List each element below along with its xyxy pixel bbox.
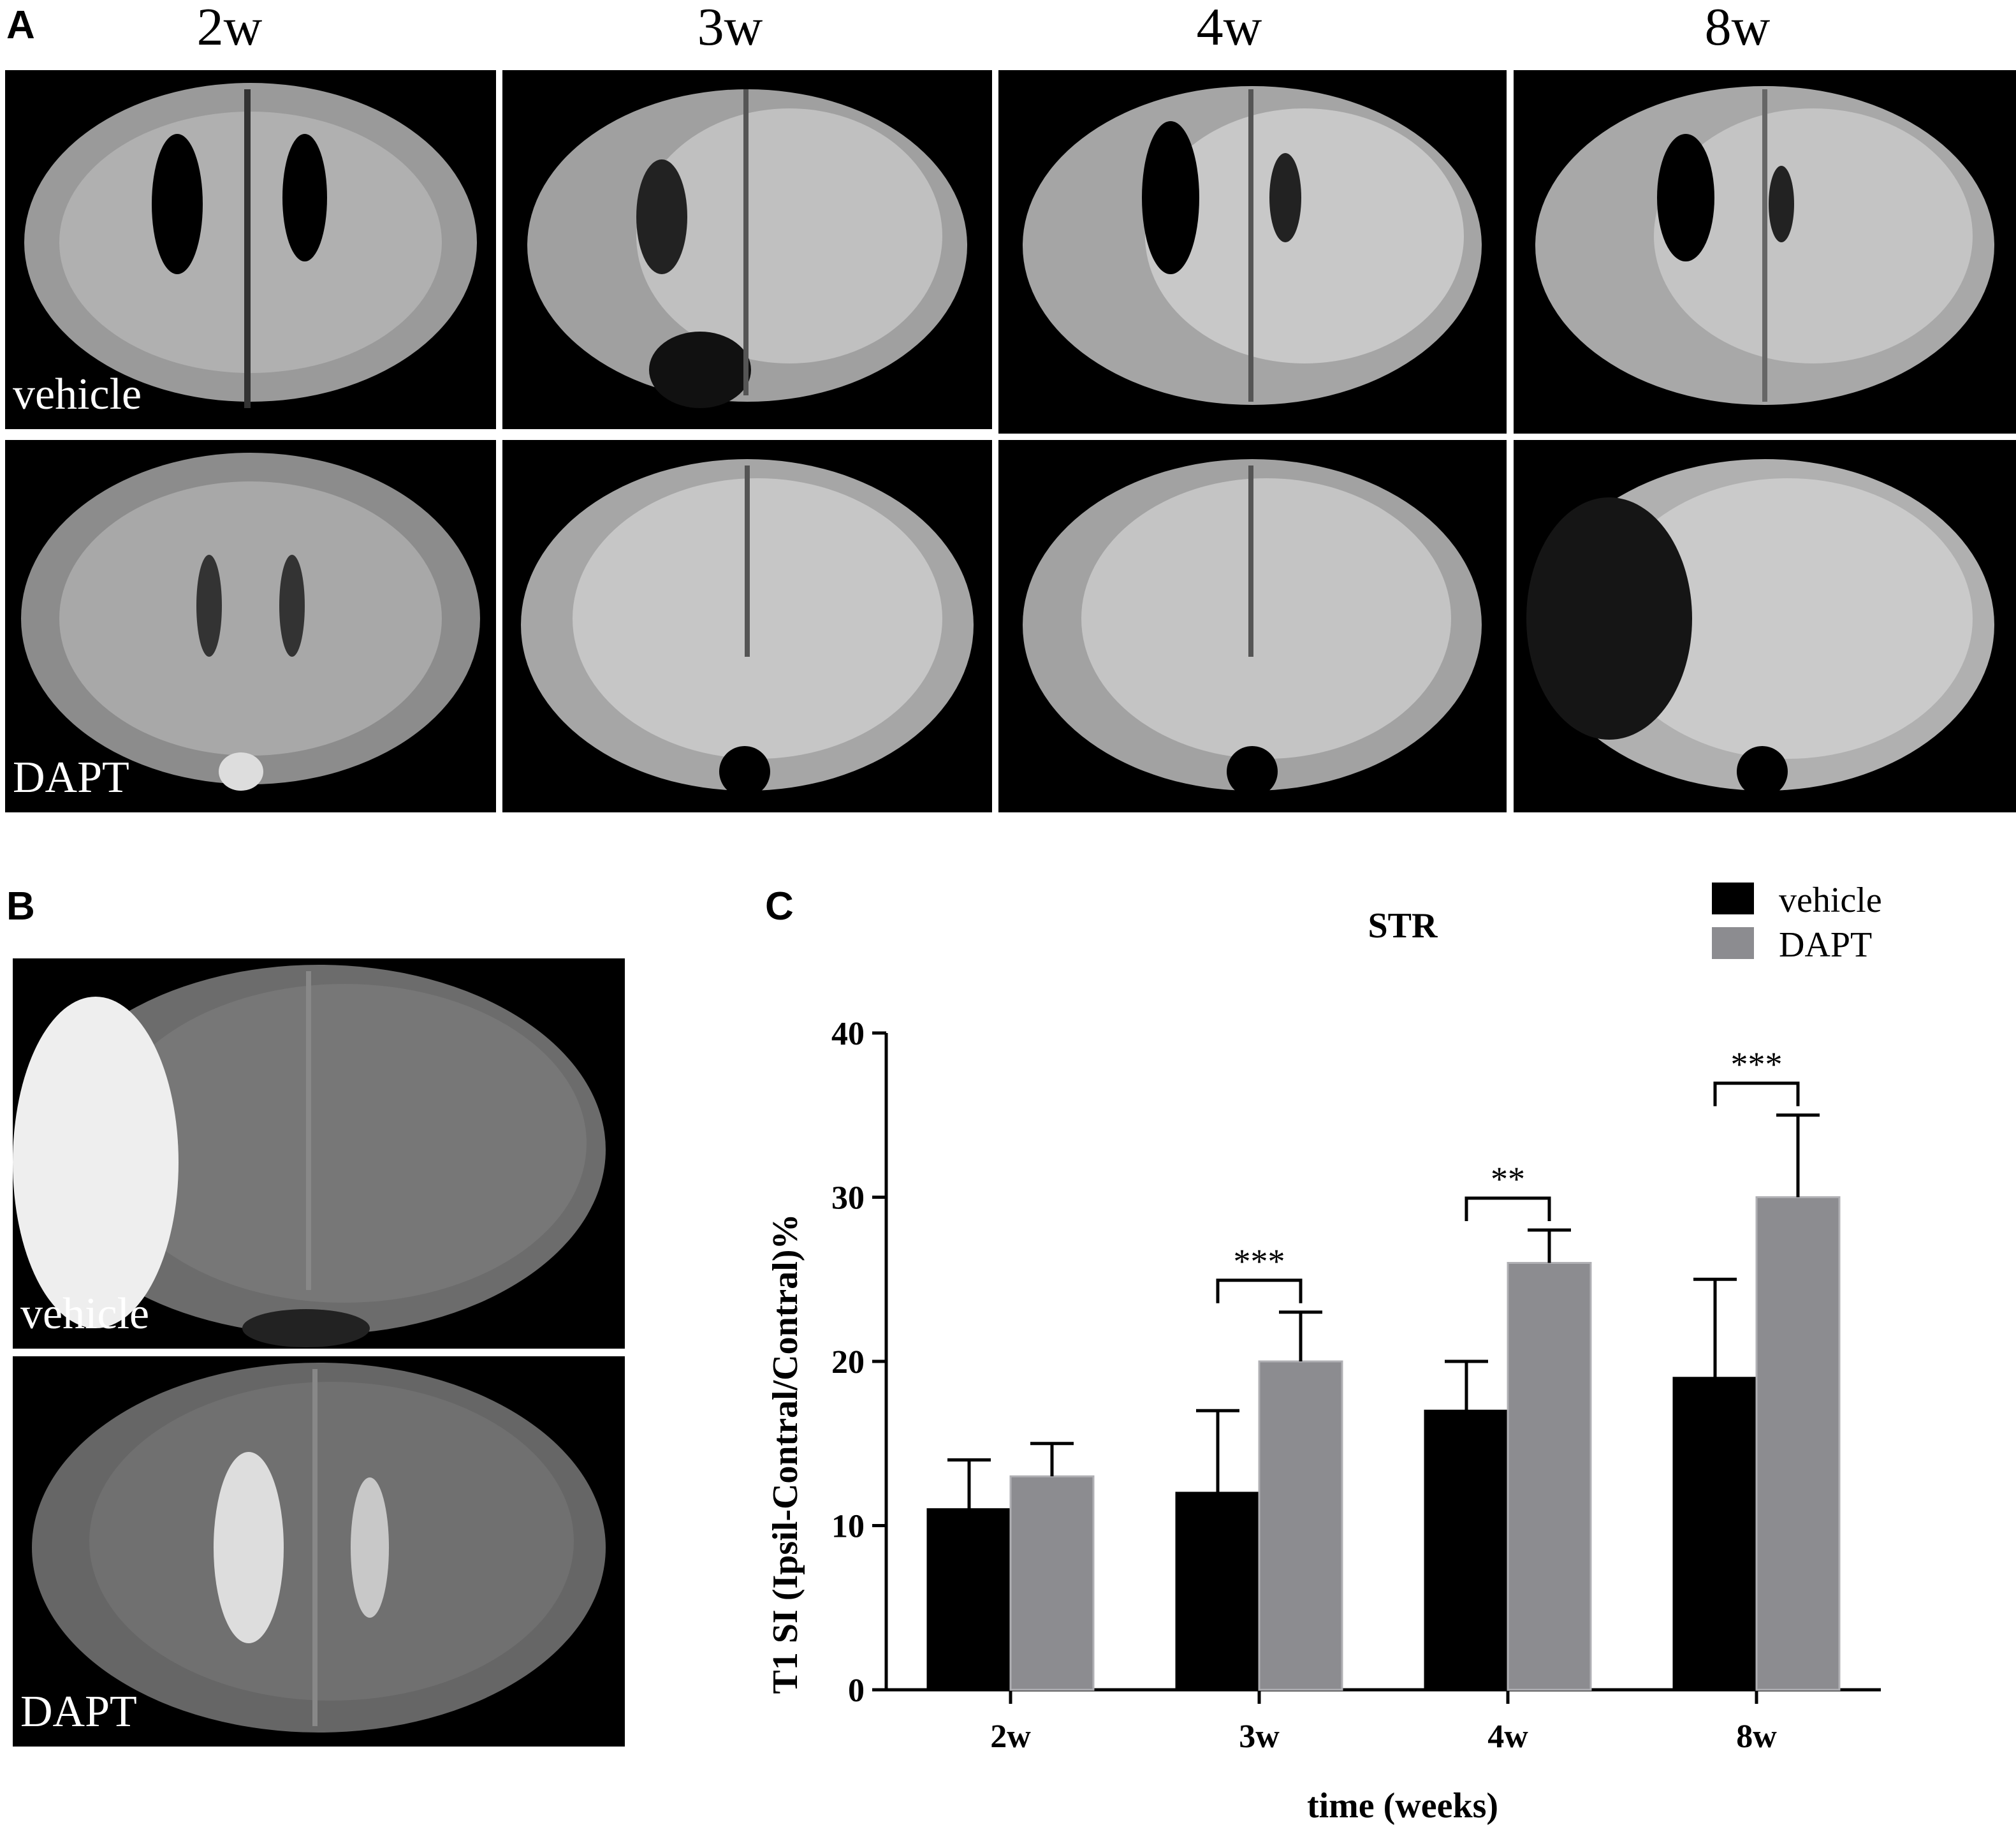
x-tick-label: 8w [1736,1718,1777,1755]
mri-b-vehicle: vehicle [13,958,625,1349]
panel-a-letter: A [6,3,35,47]
brain-slice-image [521,459,974,797]
col-header-4w: 4w [1196,0,1262,57]
brain-slice-image [1535,86,1994,405]
legend: vehicle DAPT [1712,881,1882,965]
mri-b-dapt: DAPT [13,1356,625,1747]
bar-vehicle-8w [1672,1377,1758,1691]
row-label-vehicle-b: vehicle [20,1289,150,1338]
significance-label: ** [1491,1160,1525,1198]
brain-slice-image [21,453,480,791]
mri-a-dapt-8w [1514,440,2016,812]
x-axis-label: time (weeks) [1307,1786,1498,1826]
brain-slice-image [527,89,967,408]
x-tick-label: 4w [1487,1718,1528,1755]
chart-title: STR [1368,906,1438,946]
col-header-8w: 8w [1704,0,1771,57]
panel-b-letter: B [6,884,35,928]
bar-chart-str: STR T1 SI (Ipsil-Contral/Contral)% time … [766,881,1882,1826]
y-tick-label: 0 [848,1673,865,1709]
mri-a-vehicle-3w [502,70,992,429]
row-label-dapt: DAPT [13,753,129,802]
mri-a-vehicle-8w [1514,70,2016,434]
y-axis-label: T1 SI (Ipsil-Contral/Contral)% [766,1214,805,1694]
row-label-vehicle: vehicle [13,370,142,419]
bar-dapt-2w [1009,1475,1095,1691]
bar-vehicle-4w [1424,1409,1509,1691]
legend-swatch-dapt [1712,927,1754,959]
row-label-dapt-b: DAPT [20,1687,137,1736]
legend-label-vehicle: vehicle [1779,881,1882,920]
bar-dapt-3w [1258,1360,1343,1691]
significance-bracket [1713,1081,1800,1106]
mri-a-vehicle-4w [998,70,1507,434]
mri-a-dapt-2w: DAPT [5,440,496,812]
y-tick-label: 20 [831,1344,865,1381]
y-tick-label: 40 [831,1016,865,1052]
bar-dapt-8w [1755,1196,1841,1691]
mri-a-dapt-3w [502,440,992,812]
brain-slice-image [24,83,477,408]
y-tick-label: 30 [831,1180,865,1217]
significance-bracket [1216,1279,1303,1303]
y-tick-label: 10 [831,1509,865,1545]
brain-slice-image [13,965,606,1347]
col-header-3w: 3w [697,0,763,57]
col-header-2w: 2w [196,0,263,57]
significance-bracket [1465,1196,1551,1221]
legend-swatch-vehicle [1712,883,1754,914]
x-tick-label: 3w [1239,1718,1280,1755]
x-tick-label: 2w [990,1718,1031,1755]
significance-label: *** [1731,1045,1783,1083]
brain-slice-image [1023,459,1482,797]
legend-label-dapt: DAPT [1779,925,1872,965]
significance-label: *** [1234,1242,1285,1280]
bar-vehicle-2w [926,1508,1012,1691]
brain-slice-image [32,1363,606,1733]
bar-vehicle-3w [1175,1491,1260,1691]
mri-a-dapt-4w [998,440,1507,812]
plot-area: 0 10 20 30 40 2w 3w *** 4w ** 8w *** [831,1016,1881,1755]
bar-dapt-4w [1507,1262,1592,1691]
brain-slice-image [1023,86,1482,405]
mri-a-vehicle-2w: vehicle [5,70,496,429]
brain-slice-image [1526,459,1994,797]
panel-c-letter: C [765,884,794,928]
